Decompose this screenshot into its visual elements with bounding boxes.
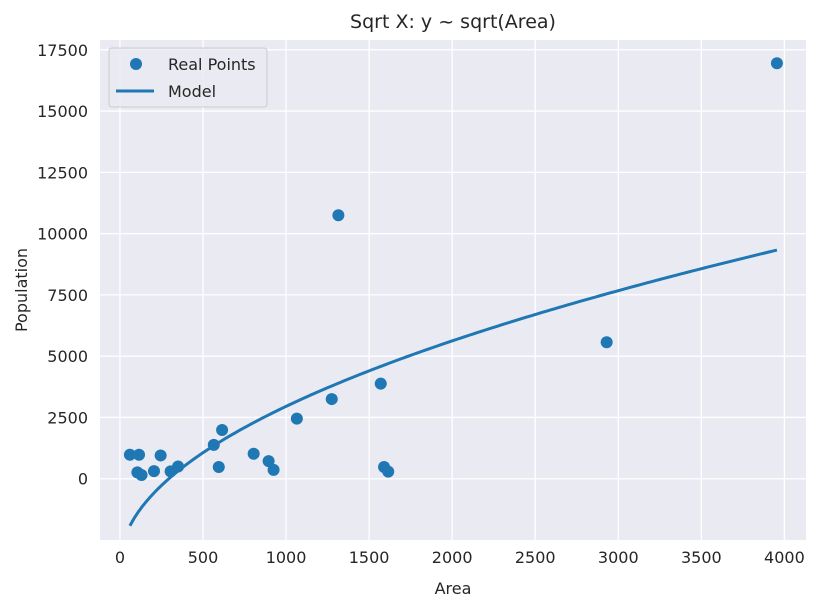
data-point bbox=[147, 465, 160, 478]
model-line bbox=[128, 248, 778, 527]
y-tick-label: 17500 bbox=[37, 41, 88, 60]
y-axis-label: Population bbox=[12, 248, 31, 332]
data-point bbox=[154, 449, 167, 462]
x-tick-label: 2500 bbox=[515, 548, 556, 567]
data-point bbox=[325, 393, 338, 406]
data-point bbox=[207, 438, 220, 451]
legend: Real Points Model bbox=[108, 47, 268, 108]
data-point bbox=[382, 465, 395, 478]
data-point bbox=[290, 412, 303, 425]
data-point bbox=[212, 460, 225, 473]
legend-label-model: Model bbox=[168, 82, 216, 101]
data-point bbox=[216, 423, 229, 436]
x-tick-label: 3500 bbox=[681, 548, 722, 567]
y-tick-label: 5000 bbox=[47, 347, 88, 366]
x-tick-label: 2000 bbox=[432, 548, 473, 567]
x-tick-label: 0 bbox=[115, 548, 125, 567]
x-axis-ticks: 0 500 1000 1500 2000 2500 3000 3500 4000 bbox=[115, 548, 805, 567]
legend-marker-points bbox=[130, 58, 142, 70]
data-point bbox=[133, 448, 146, 461]
plot-area bbox=[100, 40, 806, 540]
points-layer bbox=[123, 57, 783, 482]
y-axis-ticks: 0 2500 5000 7500 10000 12500 15000 17500 bbox=[37, 41, 88, 489]
x-tick-label: 1500 bbox=[349, 548, 390, 567]
data-point bbox=[332, 209, 345, 222]
y-tick-label: 7500 bbox=[47, 286, 88, 305]
x-tick-label: 500 bbox=[188, 548, 219, 567]
y-tick-label: 2500 bbox=[47, 408, 88, 427]
legend-label-points: Real Points bbox=[168, 55, 256, 74]
chart-title: Sqrt X: y ~ sqrt(Area) bbox=[350, 11, 556, 33]
x-axis-label: Area bbox=[435, 579, 472, 598]
y-tick-label: 12500 bbox=[37, 163, 88, 182]
data-point bbox=[262, 455, 275, 468]
x-tick-label: 4000 bbox=[764, 548, 805, 567]
data-point bbox=[770, 57, 783, 70]
x-tick-label: 3000 bbox=[598, 548, 639, 567]
data-point bbox=[135, 469, 148, 482]
data-point bbox=[123, 448, 136, 461]
model-line-layer bbox=[128, 248, 778, 527]
y-tick-label: 15000 bbox=[37, 102, 88, 121]
grid bbox=[100, 40, 806, 540]
data-point bbox=[172, 460, 185, 473]
x-tick-label: 1000 bbox=[266, 548, 307, 567]
data-point bbox=[247, 447, 260, 460]
y-tick-label: 0 bbox=[78, 470, 88, 489]
y-tick-label: 10000 bbox=[37, 225, 88, 244]
data-point bbox=[267, 463, 280, 476]
data-point bbox=[600, 336, 613, 349]
data-point bbox=[374, 377, 387, 390]
